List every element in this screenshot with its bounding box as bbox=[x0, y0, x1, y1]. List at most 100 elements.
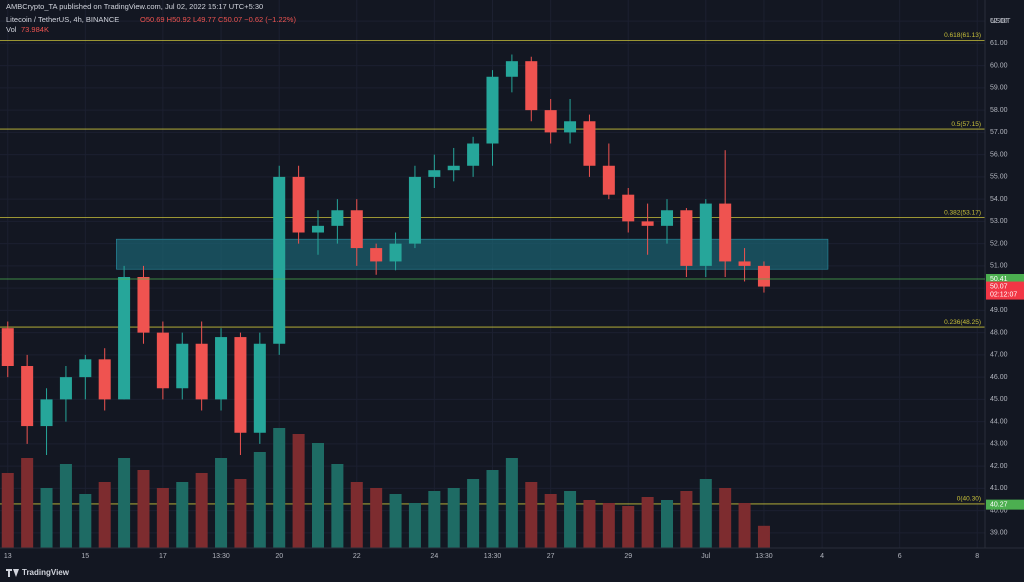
candle-body bbox=[292, 176, 305, 233]
x-tick-label: 17 bbox=[159, 553, 167, 560]
y-tick-label: 61.00 bbox=[990, 40, 1008, 47]
volume-bar bbox=[389, 494, 402, 548]
x-tick-label: 24 bbox=[430, 553, 438, 560]
volume-bar bbox=[622, 506, 635, 548]
price-tag bbox=[986, 499, 1024, 510]
x-tick-label: 13:30 bbox=[484, 553, 502, 560]
y-tick-label: 60.00 bbox=[990, 62, 1008, 69]
x-tick-label: 27 bbox=[547, 553, 555, 560]
y-tick-label: 42.00 bbox=[990, 463, 1008, 470]
candle-body bbox=[156, 332, 169, 389]
candle-body bbox=[660, 210, 674, 226]
volume-bar bbox=[564, 491, 577, 548]
candle-body bbox=[311, 225, 325, 233]
volume-bar bbox=[21, 458, 34, 548]
candle-body bbox=[544, 110, 557, 133]
volume-bar bbox=[428, 491, 441, 548]
candle-body bbox=[79, 359, 92, 378]
volume-bar bbox=[118, 458, 131, 548]
candle-body bbox=[59, 377, 72, 400]
price-tag bbox=[986, 274, 1024, 285]
volume-bar bbox=[1, 473, 14, 548]
x-tick-label: 4 bbox=[820, 553, 824, 560]
symbol: Litecoin / TetherUS, 4h, BINANCE bbox=[6, 15, 119, 24]
volume-bar bbox=[641, 497, 654, 548]
x-tick-label: 15 bbox=[81, 553, 89, 560]
y-tick-label: 47.00 bbox=[990, 352, 1008, 359]
candle-body bbox=[757, 265, 770, 287]
volume-bar bbox=[544, 494, 557, 548]
volume-bar bbox=[311, 443, 325, 548]
ohlc: O50.69 H50.92 L49.77 C50.07 −0.62 (−1.22… bbox=[140, 15, 296, 24]
volume-bar bbox=[486, 470, 499, 548]
candle-body bbox=[641, 221, 654, 226]
candle-body bbox=[118, 277, 131, 400]
candle-body bbox=[331, 210, 344, 226]
volume-bar bbox=[273, 428, 286, 548]
candle-body bbox=[447, 165, 460, 171]
volume-bar bbox=[505, 458, 518, 548]
fib-label: 0.382(53.17) bbox=[944, 209, 981, 216]
volume-bar bbox=[215, 458, 228, 548]
candle-body bbox=[1, 328, 14, 367]
y-tick-label: 57.00 bbox=[990, 129, 1008, 136]
volume-bar bbox=[699, 479, 712, 548]
candle-body bbox=[176, 343, 189, 389]
candle-body bbox=[602, 165, 615, 195]
y-tick-label: 51.00 bbox=[990, 263, 1008, 270]
y-tick-label: 62.00 bbox=[990, 18, 1008, 25]
brand: TradingView bbox=[22, 568, 70, 577]
fib-label: 0.236(48.25) bbox=[944, 319, 981, 326]
y-tick-label: 59.00 bbox=[990, 85, 1008, 92]
volume-bar bbox=[292, 434, 305, 548]
volume-bar bbox=[59, 464, 72, 548]
volume-bar bbox=[408, 503, 421, 548]
unit: USDT bbox=[990, 16, 1011, 25]
volume-bar bbox=[447, 488, 460, 548]
fib-label: 0.618(61.13) bbox=[944, 32, 981, 39]
x-tick-label: 13:30 bbox=[755, 553, 773, 560]
volume-bar bbox=[680, 491, 693, 548]
candle-body bbox=[215, 337, 228, 400]
candle-body bbox=[40, 399, 53, 427]
y-tick-label: 53.00 bbox=[990, 218, 1008, 225]
brand-logo bbox=[6, 569, 19, 577]
volume-bar bbox=[525, 482, 538, 548]
y-tick-label: 48.00 bbox=[990, 329, 1008, 336]
candle-body bbox=[253, 343, 266, 433]
y-tick-label: 45.00 bbox=[990, 396, 1008, 403]
x-tick-label: 29 bbox=[624, 553, 632, 560]
candle-body bbox=[525, 61, 538, 111]
volume-bar bbox=[370, 488, 383, 548]
footer bbox=[0, 563, 1024, 582]
candle-body bbox=[137, 277, 150, 333]
x-tick-label: Jul bbox=[701, 553, 710, 560]
price-tag-label: 50.07 bbox=[990, 283, 1008, 290]
vol-label: Vol bbox=[6, 25, 17, 34]
publisher: AMBCrypto_TA published on TradingView.co… bbox=[6, 2, 263, 11]
x-tick-label: 8 bbox=[975, 553, 979, 560]
volume-bar bbox=[583, 500, 596, 548]
y-tick-label: 46.00 bbox=[990, 374, 1008, 381]
x-tick-label: 6 bbox=[898, 553, 902, 560]
volume-bar bbox=[719, 488, 732, 548]
fib-label: 0.5(57.15) bbox=[951, 121, 981, 128]
y-tick-label: 49.00 bbox=[990, 307, 1008, 314]
x-tick-label: 20 bbox=[275, 553, 283, 560]
volume-bar bbox=[602, 503, 615, 548]
y-tick-label: 41.00 bbox=[990, 485, 1008, 492]
volume-bar bbox=[98, 482, 111, 548]
price-tag bbox=[986, 281, 1024, 300]
fib-label: 0(40.30) bbox=[957, 496, 981, 503]
candle-body bbox=[564, 121, 577, 133]
plot: 0.618(61.13) 0.5(57.15) 0.382(53.17) 0.236(… bbox=[0, 32, 985, 548]
price-tag-countdown: 02:12:07 bbox=[990, 291, 1017, 298]
y-tick-label: 40.00 bbox=[990, 507, 1008, 514]
y-tick-label: 55.00 bbox=[990, 174, 1008, 181]
y-tick-label: 56.00 bbox=[990, 151, 1008, 158]
x-tick-label: 13 bbox=[4, 553, 12, 560]
volume-bar bbox=[738, 503, 751, 548]
candle-body bbox=[21, 366, 34, 427]
